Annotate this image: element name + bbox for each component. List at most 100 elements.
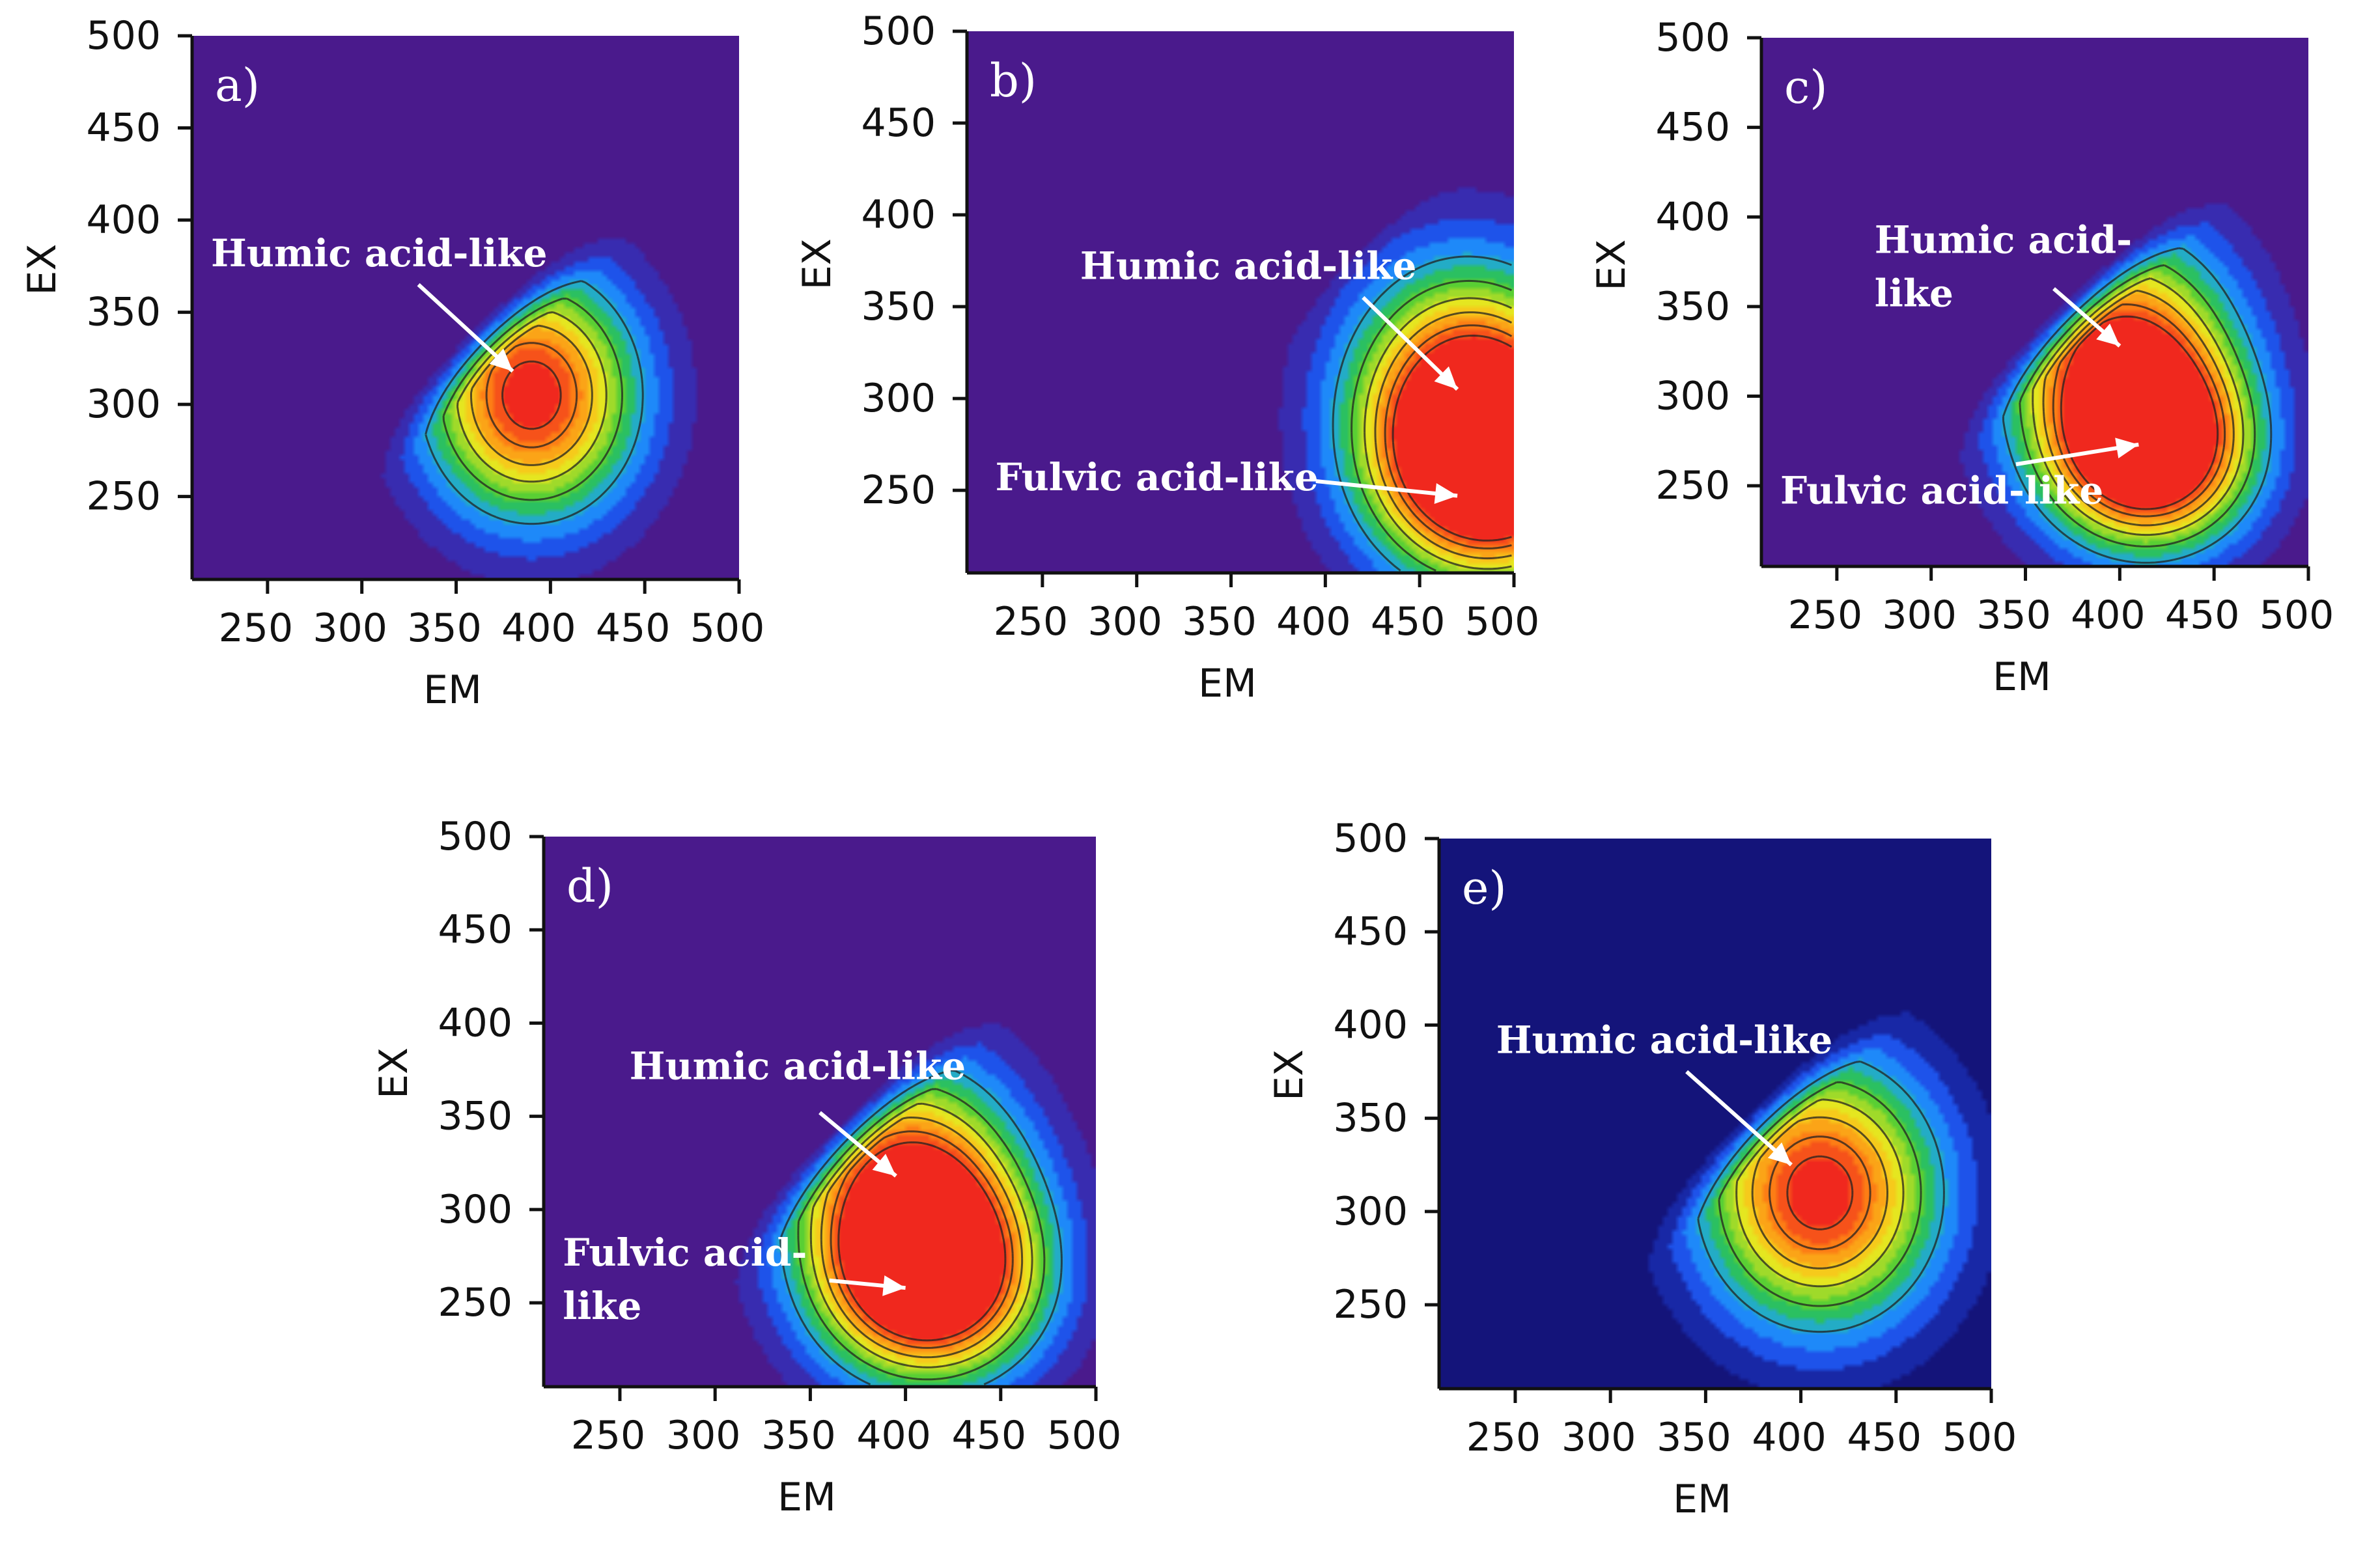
contour-line [1332,255,1512,572]
annotation-arrowhead [2096,324,2120,346]
x-tick-label: 250 [994,599,1069,645]
contour-line [501,360,562,430]
contour-line [2002,247,2273,564]
y-tick-label: 300 [1333,1189,1408,1234]
contour-line [2019,264,2256,548]
contour-line [809,1102,1033,1368]
x-tick-label: 450 [952,1413,1027,1458]
contour-line [2060,315,2219,510]
annotation-arrow [1315,479,1458,498]
y-tick-label: 250 [1655,463,1730,508]
panel-letter: e) [1462,861,1507,915]
x-tick-label: 350 [1182,599,1257,645]
eem-panel-a: 250 300 350 400 450 500 250 300 350 400 450 500 EM EX… [20,13,764,713]
peak-annotation: Humic acid-like [211,231,548,275]
peak-annotation: Humic acid-like [1080,244,1417,288]
y-tick-label: 300 [1655,374,1730,419]
peak-annotation-line: Humic acid-like [1080,244,1417,288]
contour-line [1384,324,1513,549]
y-tick-label: 400 [438,1000,512,1046]
x-tick-label: 500 [690,605,765,651]
x-tick-label: 450 [1371,599,1446,645]
annotation-arrowhead [1434,483,1458,504]
contour-line [1786,1155,1854,1230]
x-tick-label: 250 [1466,1415,1541,1460]
heatmap-surface [192,36,739,579]
y-tick-label: 250 [86,474,161,520]
x-tick-label: 250 [219,605,294,651]
contour-line [1351,279,1512,572]
y-axis-label: EX [1267,1049,1312,1101]
contour-line [2032,277,2245,536]
y-tick-label: 400 [1333,1002,1408,1048]
x-tick-label: 500 [1047,1413,1122,1458]
peak-annotation-line: Humic acid-like [211,231,548,275]
x-axis-label: EM [1198,661,1257,706]
y-tick-label: 400 [861,192,936,238]
peak-annotation-line: Humic acid-like [1496,1018,1833,1062]
x-tick-label: 350 [1976,592,2051,638]
contour-line [456,311,608,483]
heatmap-surface [544,837,1096,1387]
y-tick-label: 400 [86,197,161,243]
heatmap-surface [1761,38,2308,566]
x-tick-label: 450 [2165,592,2240,638]
eem-panel-e: 250 300 350 400 450 500 250 300 350 400 450 500 EM EX… [1267,816,2017,1522]
x-axis-label: EM [777,1475,836,1520]
annotation-arrowhead [1434,366,1458,389]
y-tick-label: 500 [1655,15,1730,61]
y-tick-label: 450 [1655,105,1730,150]
y-tick-label: 350 [861,284,936,329]
x-tick-label: 350 [761,1413,836,1458]
x-tick-label: 300 [313,605,387,651]
y-tick-label: 300 [861,376,936,421]
x-tick-label: 500 [1942,1415,2017,1460]
y-tick-label: 450 [86,105,161,151]
x-tick-label: 400 [2071,592,2146,638]
y-axis-label: EX [20,244,65,296]
y-tick-label: 500 [1333,816,1408,861]
x-tick-label: 400 [1752,1415,1827,1460]
y-tick-label: 450 [861,100,936,146]
y-tick-label: 500 [438,814,512,859]
x-tick-label: 350 [1657,1415,1731,1460]
annotation-arrowhead [489,348,513,372]
y-axis-label: EX [371,1048,417,1099]
x-tick-label: 400 [856,1413,931,1458]
peak-annotation-line: like [563,1284,641,1328]
contour-line [1364,297,1513,570]
contour-line [470,324,593,466]
annotation-arrowhead [882,1275,906,1296]
annotation-arrowhead [872,1154,896,1176]
peak-annotation-line: like [1875,271,1953,315]
annotation-arrowhead [1767,1142,1791,1165]
annotation-arrowhead [2115,438,2139,459]
x-tick-label: 250 [1788,592,1863,638]
x-axis-label: EM [1993,654,2051,700]
contour-line [1718,1081,1922,1307]
contour-line [2052,303,2226,518]
y-tick-label: 500 [861,8,936,54]
peak-annotation: Fulvic acid-like [563,1230,807,1328]
peak-annotation: Humic acid-like [1496,1018,1833,1062]
contour-line [1751,1116,1888,1270]
y-tick-label: 350 [438,1094,512,1139]
peak-annotation: Humic acid-like [630,1044,966,1088]
y-tick-label: 300 [438,1187,512,1232]
x-tick-label: 300 [1561,1415,1636,1460]
panel-letter: d) [567,859,613,913]
contour-line [1374,311,1513,560]
y-tick-label: 300 [86,382,161,427]
panel-letter: b) [990,54,1037,107]
x-tick-label: 500 [1465,599,1540,645]
contour-line [837,1141,1007,1342]
peak-annotation: Fulvic acid-like [1780,469,2103,513]
contour-line [820,1117,1024,1359]
x-tick-label: 450 [1847,1415,1922,1460]
contour-line [1735,1098,1905,1288]
peak-annotation: Fulvic acid-like [995,455,1318,499]
peak-annotation-line: Humic acid-like [630,1044,966,1088]
eem-panel-d: 250 300 350 400 450 500 250 300 350 400 450 500 EM EX… [371,814,1121,1520]
contour-line [779,1069,1063,1385]
